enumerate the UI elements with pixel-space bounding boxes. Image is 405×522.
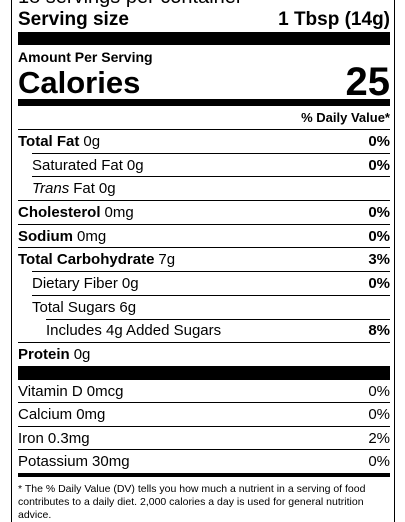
nutrient-row: Total Fat 0g 0% (18, 129, 390, 153)
nutrient-name: Cholesterol (18, 203, 101, 221)
servings: 18 servings per container (18, 0, 390, 8)
nutrient-name-group: Total Carbohydrate 7g (18, 251, 175, 268)
nutrient-row: Calcium 0mg 0% (18, 402, 390, 426)
nutrient-row: Iron 0.3mg 2% (18, 425, 390, 450)
daily-value: 0% (368, 156, 390, 174)
nutrient-name: Total Sugars (32, 298, 116, 316)
nutrient-amount: 0mg (76, 406, 106, 424)
nutrient-row: Saturated Fat 0g 0% (32, 152, 390, 177)
nutrient-name-group: Trans Fat 0g (32, 180, 116, 197)
serving-size-label: Serving size (18, 9, 129, 30)
daily-value: 0% (368, 203, 390, 221)
nutrient-row: Includes 4g Added Sugars 8% (46, 318, 390, 343)
daily-value: 0% (368, 453, 390, 471)
nutrition-label: 18 servings per container Serving size 1… (11, 0, 395, 522)
nutrient-name: Total Fat (18, 132, 80, 150)
nutrient-amount: 0g (73, 346, 91, 364)
nutrient-name-group: Calcium 0mg (18, 406, 105, 423)
vitamin-list: Vitamin D 0mcg 0% Calcium 0mg 0% Iron 0.3mg 2% Po… (18, 378, 390, 477)
nutrient-row: Sodium 0mg 0% (18, 223, 390, 248)
serving-size: Serving size 1 Tbsp (14g) (18, 8, 390, 45)
nutrient-name-group: Vitamin D 0mcg (18, 383, 123, 400)
nutrient-name-group: Total Fat 0g (18, 133, 100, 150)
nutrient-name: Fat (73, 180, 95, 198)
daily-value: 0% (368, 382, 390, 400)
nutrient-row: Potassium 30mg 0% (18, 449, 390, 473)
nutrient-row: Trans Fat 0g (32, 176, 390, 200)
nutrient-amount: 0g (98, 180, 116, 198)
page: Nutrition Facts {"servings":"18 servings… (11, 0, 395, 522)
nutrient-amount: 0mg (77, 227, 107, 245)
nutrient-name: Includes 4g Added Sugars (46, 322, 222, 340)
daily-value: 0% (368, 406, 390, 424)
nutrient-name-group: Potassium 30mg (18, 453, 130, 470)
daily-value: 2% (368, 429, 390, 447)
nutrient-amount: 0g (121, 274, 139, 292)
nutrient-list: Total Fat 0g 0% Saturated Fat 0g 0% Trans Fat 0g… (18, 129, 390, 379)
daily-value: 8% (368, 322, 390, 340)
nutrient-amount: 0g (126, 156, 144, 174)
daily-value: 3% (368, 251, 390, 269)
nutrient-amount: 6g (119, 298, 137, 316)
nutrient-amount: 7g (158, 251, 176, 269)
nutrient-name: Dietary Fiber (32, 274, 118, 292)
nutrient-name-group: Protein 0g (18, 346, 90, 363)
nutrient-row: Vitamin D 0mcg 0% (18, 378, 390, 403)
nutrient-name: Saturated Fat (32, 156, 123, 174)
nutrient-name-group: Sodium 0mg (18, 228, 106, 245)
daily-value: 0% (368, 132, 390, 150)
nutrient-amount: 0mg (104, 203, 134, 221)
nutrient-amount: 30mg (92, 453, 130, 471)
nutrient-amount: 0.3mg (47, 429, 90, 447)
nutrient-name-italic: Trans (32, 180, 70, 198)
nutrient-name-group: Cholesterol 0mg (18, 204, 134, 221)
serving-size-value: 1 Tbsp (14g) (278, 9, 390, 30)
daily-value-header: % Daily Value* (301, 110, 390, 125)
nutrient-amount: 0g (83, 132, 101, 150)
nutrient-name: Potassium (18, 453, 89, 471)
nutrient-amount: 0mcg (86, 382, 124, 400)
amount-per-serving: Amount Per Serving (18, 49, 153, 65)
nutrient-name-group: Saturated Fat 0g (32, 157, 144, 174)
nutrient-row: Dietary Fiber 0g 0% (32, 271, 390, 295)
calories-label: Calories (18, 64, 141, 100)
nutrient-name: Vitamin D (18, 382, 83, 400)
nutrient-name-group: Iron 0.3mg (18, 430, 90, 447)
nutrient-name-group: Dietary Fiber 0g (32, 275, 139, 292)
nutrient-name: Total Carbohydrate (18, 251, 155, 269)
nutrient-row: Cholesterol 0mg 0% (18, 200, 390, 224)
nutrient-name: Iron (18, 429, 44, 447)
nutrient-name-group: Total Sugars 6g (32, 299, 136, 316)
nutrient-name-group: Includes 4g Added Sugars (46, 322, 221, 339)
calories-value: 25 (345, 60, 391, 104)
nutrient-name: Protein (18, 346, 70, 364)
calories: Calories 25 (18, 60, 390, 106)
daily-value: 0% (368, 274, 390, 292)
nutrient-row: Total Sugars 6g (32, 294, 390, 319)
nutrient-row: Total Carbohydrate 7g 3% (18, 247, 390, 271)
nutrient-name: Sodium (18, 227, 73, 245)
nutrient-row: Protein 0g (18, 342, 390, 366)
nutrient-name: Calcium (18, 406, 73, 424)
footnote: * The % Daily Value (DV) tells you how m… (18, 482, 366, 521)
daily-value: 0% (368, 227, 390, 245)
page-body: 18 servings per container Serving size 1… (11, 0, 395, 522)
